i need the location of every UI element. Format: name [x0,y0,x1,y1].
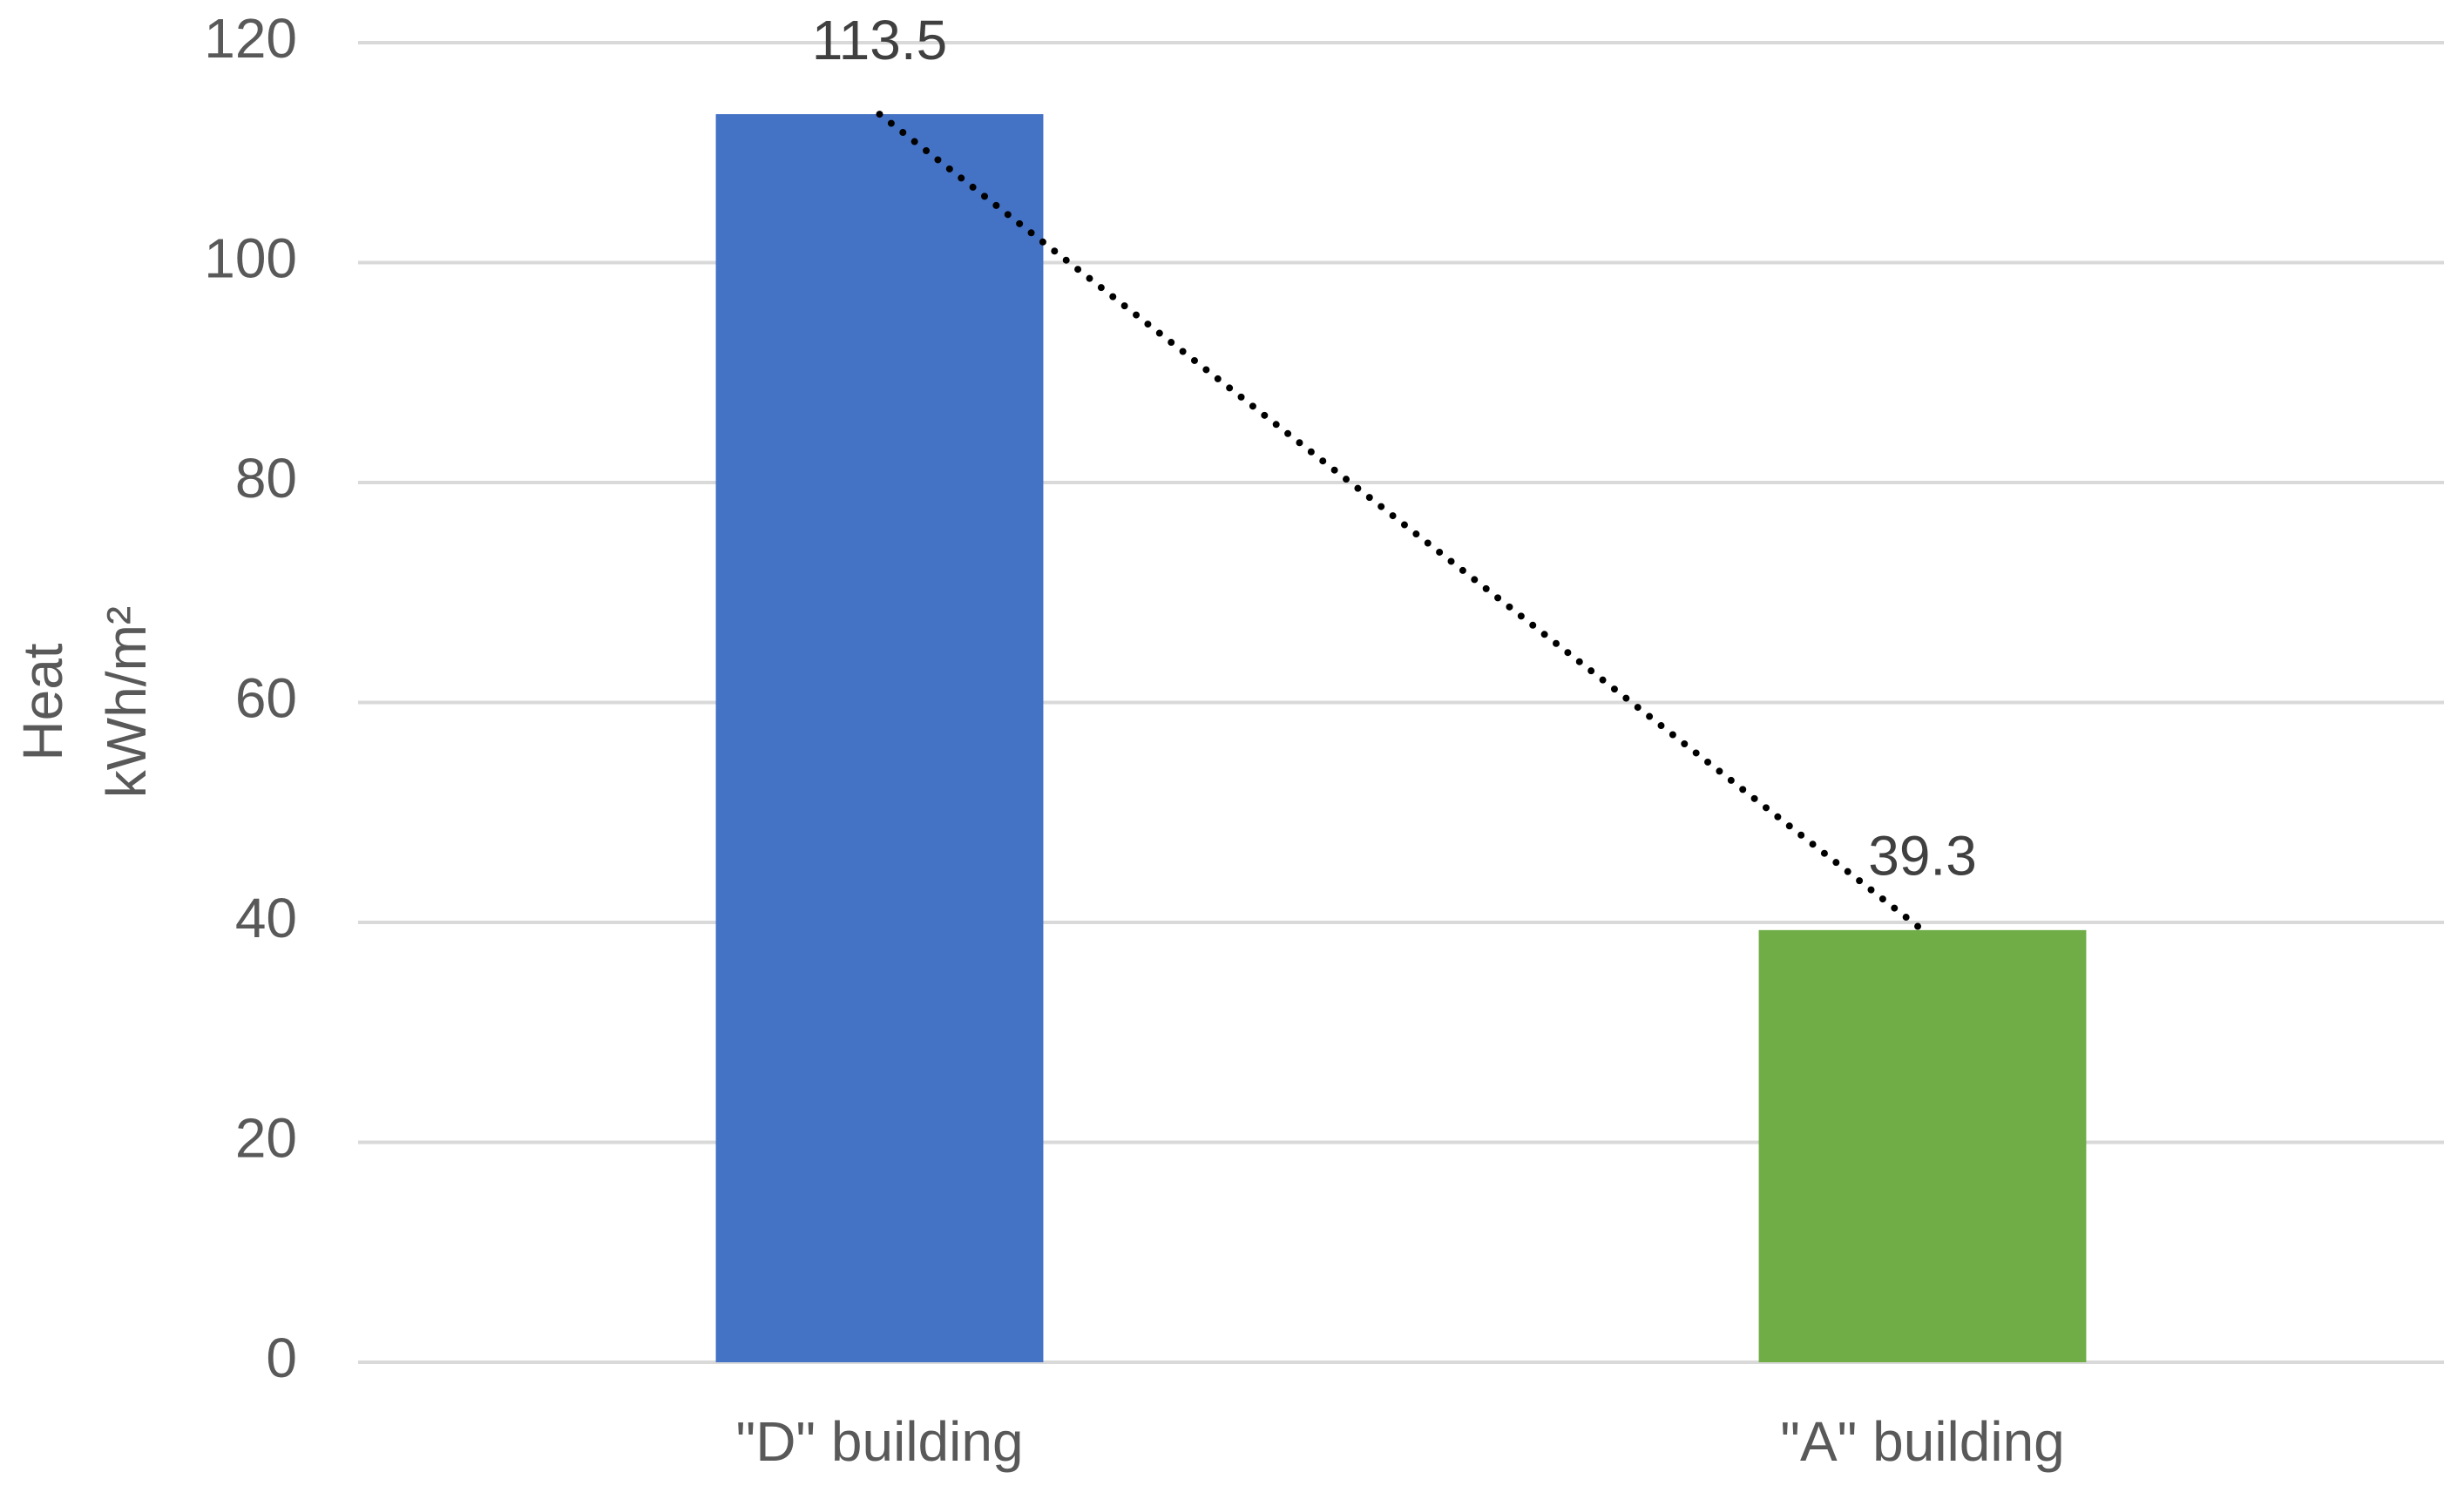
y-tick-label: 120 [204,7,297,70]
y-axis-title-line-1: Heat [11,643,74,760]
bar [715,114,1044,1362]
y-tick-label: 0 [266,1327,297,1389]
data-label: 39.3 [1868,825,1977,888]
y-tick-label: 20 [235,1106,297,1169]
x-tick-label: "A" building [1780,1410,2065,1473]
bar [1758,929,2087,1362]
y-axis-title-line-2: kWh/m² [95,606,158,798]
trendline [876,111,1926,934]
y-tick-label: 100 [204,226,297,289]
y-axis-title: Heat [11,643,74,760]
y-tick-label: 40 [235,887,297,949]
y-axis-title: kWh/m² [95,606,158,798]
x-tick-label: "D" building [735,1410,1023,1473]
y-tick-label: 60 [235,666,297,729]
data-label: 113.5 [812,9,947,71]
y-tick-label: 80 [235,447,297,510]
